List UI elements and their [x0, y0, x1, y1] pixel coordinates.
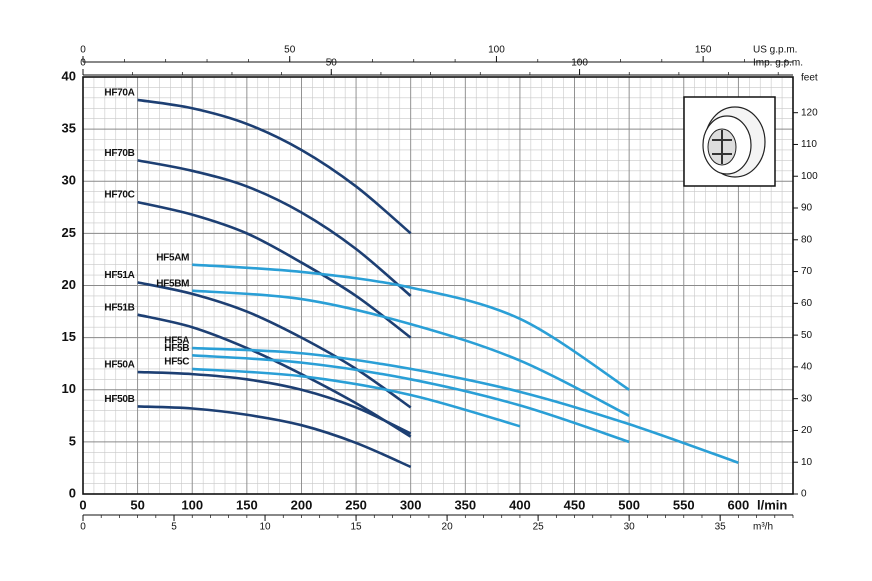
x-axis-label: l/min [757, 497, 787, 512]
y2-tick-label: 90 [801, 203, 813, 214]
y2-tick-label: 0 [801, 489, 807, 500]
pump-curve [192, 367, 521, 428]
x-tick-label: 150 [236, 497, 258, 512]
axis-tick-label: 0 [80, 522, 86, 533]
pump-curve [137, 370, 412, 435]
y2-tick-label: 60 [801, 298, 813, 309]
y2-tick-label: 30 [801, 393, 813, 404]
axis-tick-label: 15 [351, 522, 363, 533]
axis-tick-label: 25 [533, 522, 545, 533]
y2-axis-label: feet [801, 73, 818, 84]
curve-label: HF5A [164, 336, 189, 347]
axis-tick-label: 50 [284, 45, 296, 56]
y2-tick-label: 10 [801, 457, 813, 468]
y2-tick-label: 110 [801, 139, 817, 150]
y2-tick-label: 40 [801, 362, 813, 373]
axis-tick-label: 5 [171, 522, 177, 533]
curve-label: HF70B [104, 148, 134, 159]
x-tick-label: 400 [509, 497, 531, 512]
curve-label: HF5C [164, 357, 189, 368]
curve-label: HF5BM [156, 278, 189, 289]
y2-tick-label: 80 [801, 234, 813, 245]
axis-tick-label: 150 [695, 45, 712, 56]
pump-curve [192, 289, 630, 417]
axis-tick-label: 0 [80, 45, 86, 56]
axis-tick-label: 10 [259, 522, 271, 533]
x-tick-label: 0 [79, 497, 86, 512]
pump-curve [137, 313, 412, 438]
x-tick-label: 450 [564, 497, 586, 512]
y2-tick-label: 20 [801, 425, 813, 436]
x-tick-label: 500 [618, 497, 640, 512]
x-tick-label: 600 [728, 497, 750, 512]
x-tick-label: 50 [130, 497, 144, 512]
y-tick-label: 0 [69, 485, 76, 500]
y2-tick-label: 70 [801, 266, 813, 277]
axis-tick-label: 100 [571, 58, 588, 69]
pump-inset [683, 96, 776, 187]
pump-curve [137, 405, 412, 469]
axis-label: m³/h [753, 522, 773, 533]
curve-label: HF70C [104, 190, 134, 201]
pump-curve [137, 159, 412, 297]
curve-label: HF51B [104, 302, 134, 313]
y-tick-label: 20 [62, 277, 76, 292]
pump-curve [137, 200, 412, 339]
pump-grille [712, 130, 732, 164]
axis-tick-label: 20 [442, 522, 454, 533]
y2-tick-label: 50 [801, 330, 813, 341]
x-tick-label: 250 [345, 497, 367, 512]
plot-frame [82, 76, 794, 495]
axis-label: Imp. g.p.m. [753, 58, 803, 69]
curve-label: HF5AM [156, 252, 189, 263]
axis-tick-label: 30 [624, 522, 636, 533]
axis-label: US g.p.m. [753, 45, 797, 56]
y-tick-label: 35 [62, 121, 76, 136]
curve-label: HF50A [104, 360, 134, 371]
pump-curve [137, 98, 412, 235]
axis-tick-label: 50 [326, 58, 338, 69]
y-tick-label: 25 [62, 225, 76, 240]
x-tick-label: 350 [454, 497, 476, 512]
curve-label: HF51A [104, 270, 134, 281]
x-tick-label: 550 [673, 497, 695, 512]
axis-tick-label: 35 [715, 522, 727, 533]
pump-curve [137, 281, 412, 409]
x-tick-label: 100 [181, 497, 203, 512]
axis-tick-label: 0 [80, 58, 86, 69]
curve-label: HF70A [104, 88, 134, 99]
y-tick-label: 40 [62, 68, 76, 83]
axis-tick-label: 100 [488, 45, 505, 56]
pump-curve [192, 263, 630, 391]
x-tick-label: 200 [291, 497, 313, 512]
curve-label: HF50B [104, 394, 134, 405]
y-tick-label: 10 [62, 381, 76, 396]
pump-curve [192, 354, 630, 444]
y-tick-label: 15 [62, 329, 76, 344]
y2-tick-label: 120 [801, 107, 818, 118]
y-tick-label: 30 [62, 173, 76, 188]
x-tick-label: 300 [400, 497, 422, 512]
pump-curve [192, 346, 739, 464]
y-tick-label: 5 [69, 433, 76, 448]
curve-label: HF5B [164, 343, 189, 354]
y2-tick-label: 100 [801, 171, 818, 182]
